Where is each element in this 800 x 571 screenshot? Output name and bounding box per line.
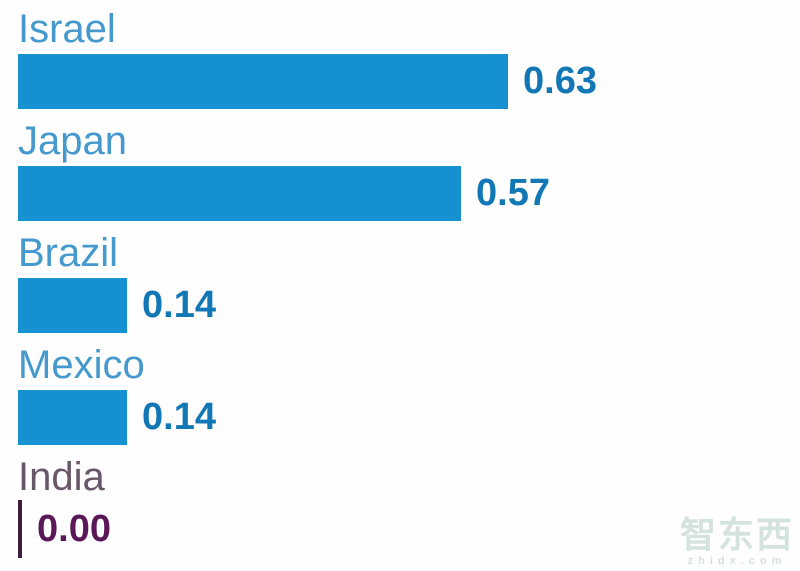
value-label: 0.57 bbox=[476, 172, 550, 214]
bar bbox=[18, 54, 508, 109]
category-label: Mexico bbox=[18, 343, 145, 387]
value-label: 0.63 bbox=[523, 60, 597, 102]
bar bbox=[18, 390, 127, 445]
category-label: Japan bbox=[18, 119, 127, 163]
bar-row: India 0.00 bbox=[18, 454, 800, 566]
bar-line: 0.57 bbox=[18, 166, 800, 221]
category-label: Brazil bbox=[18, 231, 119, 275]
category-label: India bbox=[18, 455, 105, 499]
category-label: Israel bbox=[18, 7, 116, 51]
bar-row: Brazil 0.14 bbox=[18, 230, 800, 342]
bar-line: 0.14 bbox=[18, 278, 800, 333]
bar-line: 0.00 bbox=[18, 499, 800, 558]
bar-line: 0.63 bbox=[18, 54, 800, 109]
bar bbox=[18, 278, 127, 333]
bar-row: Israel 0.63 bbox=[18, 6, 800, 118]
bar-row: Mexico 0.14 bbox=[18, 342, 800, 454]
bar bbox=[18, 166, 461, 221]
bar-line: 0.14 bbox=[18, 390, 800, 445]
value-label: 0.14 bbox=[142, 396, 216, 438]
horizontal-bar-chart: Israel 0.63 Japan 0.57 Brazil 0.14 Mexic… bbox=[18, 6, 800, 566]
value-label: 0.14 bbox=[142, 284, 216, 326]
value-label: 0.00 bbox=[37, 508, 111, 550]
bar-zero-line bbox=[18, 499, 22, 558]
bar-row: Japan 0.57 bbox=[18, 118, 800, 230]
